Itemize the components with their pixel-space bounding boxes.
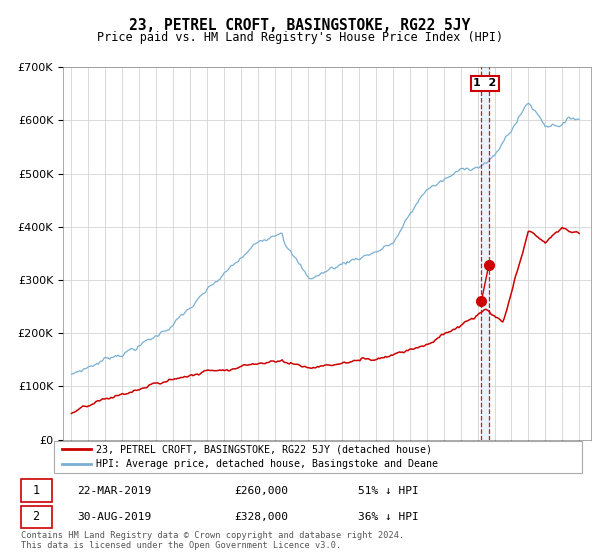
Text: 23, PETREL CROFT, BASINGSTOKE, RG22 5JY (detached house): 23, PETREL CROFT, BASINGSTOKE, RG22 5JY …	[96, 445, 432, 455]
Text: Contains HM Land Registry data © Crown copyright and database right 2024.
This d: Contains HM Land Registry data © Crown c…	[21, 530, 404, 550]
Text: 36% ↓ HPI: 36% ↓ HPI	[358, 512, 418, 522]
FancyBboxPatch shape	[21, 479, 52, 502]
Bar	[481, 67, 489, 440]
FancyBboxPatch shape	[21, 506, 52, 528]
Text: HPI: Average price, detached house, Basingstoke and Deane: HPI: Average price, detached house, Basi…	[96, 459, 438, 469]
Text: 22-MAR-2019: 22-MAR-2019	[77, 486, 151, 496]
Text: Price paid vs. HM Land Registry's House Price Index (HPI): Price paid vs. HM Land Registry's House …	[97, 31, 503, 44]
Text: 2: 2	[32, 510, 40, 524]
FancyBboxPatch shape	[54, 441, 582, 473]
Text: 30-AUG-2019: 30-AUG-2019	[77, 512, 151, 522]
Text: 1  2: 1 2	[473, 78, 497, 88]
Text: £328,000: £328,000	[234, 512, 288, 522]
Text: 51% ↓ HPI: 51% ↓ HPI	[358, 486, 418, 496]
Text: 23, PETREL CROFT, BASINGSTOKE, RG22 5JY: 23, PETREL CROFT, BASINGSTOKE, RG22 5JY	[130, 18, 470, 32]
Text: £260,000: £260,000	[234, 486, 288, 496]
Text: 1: 1	[32, 484, 40, 497]
